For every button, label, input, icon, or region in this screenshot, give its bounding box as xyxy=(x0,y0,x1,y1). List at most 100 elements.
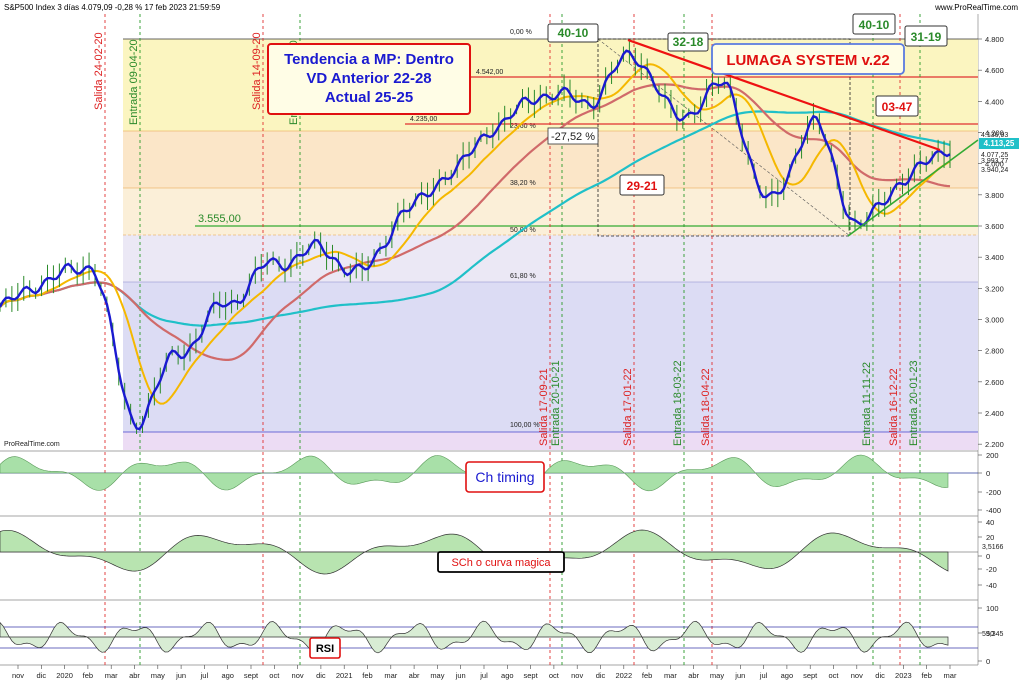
sch-label: SCh o curva magica xyxy=(451,557,551,569)
watermark-bottom: ProRealTime.com xyxy=(4,441,60,448)
count-box-03-47: 03-47 xyxy=(882,100,913,114)
price-tick-2: 4.400 xyxy=(985,97,1004,106)
month-label-28: mar xyxy=(664,671,677,680)
month-label-16: mar xyxy=(384,671,397,680)
sch-tick-4: -40 xyxy=(986,581,997,590)
month-label-24: nov xyxy=(571,671,583,680)
price-tick-4: 4.000 xyxy=(985,160,1004,169)
watermark: www.ProRealTime.com xyxy=(934,3,1018,12)
signal-label-5: Entrada 20-10-21 xyxy=(550,360,562,446)
price-tick-7: 3.400 xyxy=(985,253,1004,262)
count-box-32-18: 32-18 xyxy=(673,35,704,49)
last-price-tag: 4.113,25 xyxy=(984,139,1015,148)
month-label-6: may xyxy=(151,671,165,680)
pct-drop-box xyxy=(547,127,599,145)
fib-band-3 xyxy=(123,235,978,282)
month-label-5: abr xyxy=(129,671,140,680)
price-tick-12: 2.400 xyxy=(985,409,1004,418)
right-label-2: 4.077,25 xyxy=(981,152,1008,159)
price-tick-6: 3.600 xyxy=(985,222,1004,231)
price-tick-10: 2.800 xyxy=(985,347,1004,356)
month-label-11: oct xyxy=(269,671,280,680)
month-label-35: oct xyxy=(828,671,839,680)
month-label-37: dic xyxy=(875,671,885,680)
month-label-0: nov xyxy=(12,671,24,680)
fib-label-0: 0,00 % xyxy=(510,29,532,36)
month-label-4: mar xyxy=(105,671,118,680)
level-4235-label: 4.235,00 xyxy=(410,116,437,123)
rsi-area xyxy=(0,620,949,654)
month-label-31: jun xyxy=(734,671,745,680)
downtrend-line xyxy=(627,38,941,152)
price-tick-9: 3.000 xyxy=(985,316,1004,325)
month-label-21: ago xyxy=(501,671,514,680)
signal-label-6: Salida 17-01-22 xyxy=(622,368,634,446)
month-label-23: oct xyxy=(549,671,560,680)
uptrend-line xyxy=(847,139,979,237)
right-label-3: 3.993,77 xyxy=(981,158,1008,165)
signal-label-9: Entrada 11-11-22 xyxy=(861,362,873,446)
month-label-40: mar xyxy=(944,671,957,680)
rsi-tick-1: 50 xyxy=(986,629,994,638)
month-label-19: jun xyxy=(455,671,466,680)
month-label-14: 2021 xyxy=(336,671,353,680)
month-label-15: feb xyxy=(362,671,372,680)
fib-band-5 xyxy=(123,432,978,450)
month-label-39: feb xyxy=(921,671,931,680)
month-label-25: dic xyxy=(596,671,606,680)
trend-box-line-3: Actual 25-25 xyxy=(325,89,413,106)
month-label-13: dic xyxy=(316,671,326,680)
month-label-22: sept xyxy=(524,671,539,680)
signal-label-2: Salida 14-09-20 xyxy=(251,32,263,110)
rsi-box xyxy=(309,637,341,659)
price-tick-3: 4.200 xyxy=(985,129,1004,138)
fib-label-2: 38,20 % xyxy=(510,180,536,187)
signal-label-0: Salida 24-02-20 xyxy=(93,32,105,110)
rsi-label: RSI xyxy=(316,643,334,655)
month-label-2: 2020 xyxy=(56,671,73,680)
level-4542-label: 4.542,00 xyxy=(476,69,503,76)
fib-label-1: 23,60 % xyxy=(510,123,536,130)
signal-label-11: Entrada 20-01-23 xyxy=(908,360,920,446)
ch-timing-box xyxy=(465,461,545,493)
price-axis: 4.800 4.600 4.400 4.200 4.000 3.800 3.600 3.400… xyxy=(978,35,1004,449)
signal-label-8: Salida 18-04-22 xyxy=(700,368,712,446)
trend-box xyxy=(267,43,471,115)
sch-tick-2: 0 xyxy=(986,552,990,561)
level-3555-label: 3.555,00 xyxy=(198,213,241,225)
price-tick-13: 2.200 xyxy=(985,440,1004,449)
fib-band-4 xyxy=(123,282,978,432)
sch-tick-1: 20 xyxy=(986,533,994,542)
trend-box-line-1: Tendencia a MP: Dentro xyxy=(284,51,454,68)
month-label-9: ago xyxy=(221,671,234,680)
trend-box-line-2: VD Anterior 22-28 xyxy=(306,70,431,87)
ch-tick-3: -400 xyxy=(986,506,1001,515)
price-tick-0: 4.800 xyxy=(985,35,1004,44)
signal-label-1: Entrada 09-04-20 xyxy=(128,39,140,125)
month-label-7: jun xyxy=(175,671,186,680)
month-label-8: jul xyxy=(200,671,209,680)
rsi-axis: 100 50 0 xyxy=(978,604,999,666)
month-label-30: may xyxy=(710,671,724,680)
fib-label-5: 100,00 % xyxy=(510,422,540,429)
month-label-33: ago xyxy=(781,671,794,680)
count-box-29-21: 29-21 xyxy=(627,179,658,193)
ma-cyan-line xyxy=(0,110,951,327)
sch-tick-0: 40 xyxy=(986,518,994,527)
ch-tick-2: -200 xyxy=(986,488,1001,497)
month-label-27: feb xyxy=(642,671,652,680)
ma-yellow-line xyxy=(0,63,951,405)
sch-box xyxy=(437,551,565,573)
ch-tick-1: 0 xyxy=(986,469,990,478)
month-label-38: 2023 xyxy=(895,671,912,680)
month-label-1: dic xyxy=(37,671,47,680)
month-label-34: sept xyxy=(803,671,818,680)
price-tick-8: 3.200 xyxy=(985,284,1004,293)
system-box xyxy=(711,43,905,75)
right-label-4: 3.940,24 xyxy=(981,167,1008,174)
price-tick-11: 2.600 xyxy=(985,378,1004,387)
count-box-31-19: 31-19 xyxy=(911,30,942,44)
month-label-18: may xyxy=(430,671,444,680)
rsi-tick-0: 100 xyxy=(986,604,999,613)
